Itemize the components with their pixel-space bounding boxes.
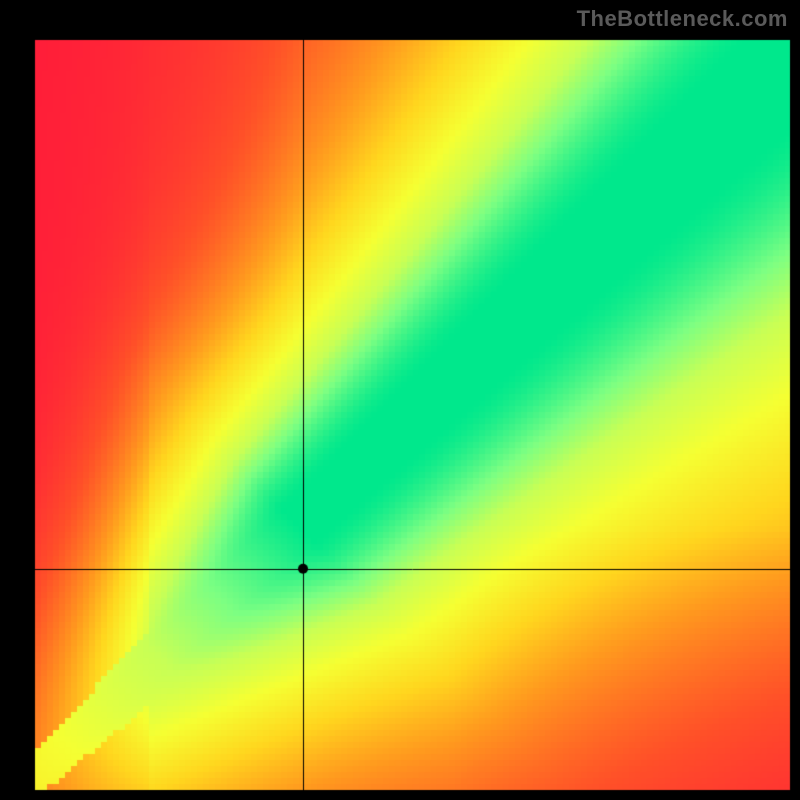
watermark-text: TheBottleneck.com (577, 6, 788, 32)
bottleneck-heatmap (0, 0, 800, 800)
chart-container: TheBottleneck.com (0, 0, 800, 800)
